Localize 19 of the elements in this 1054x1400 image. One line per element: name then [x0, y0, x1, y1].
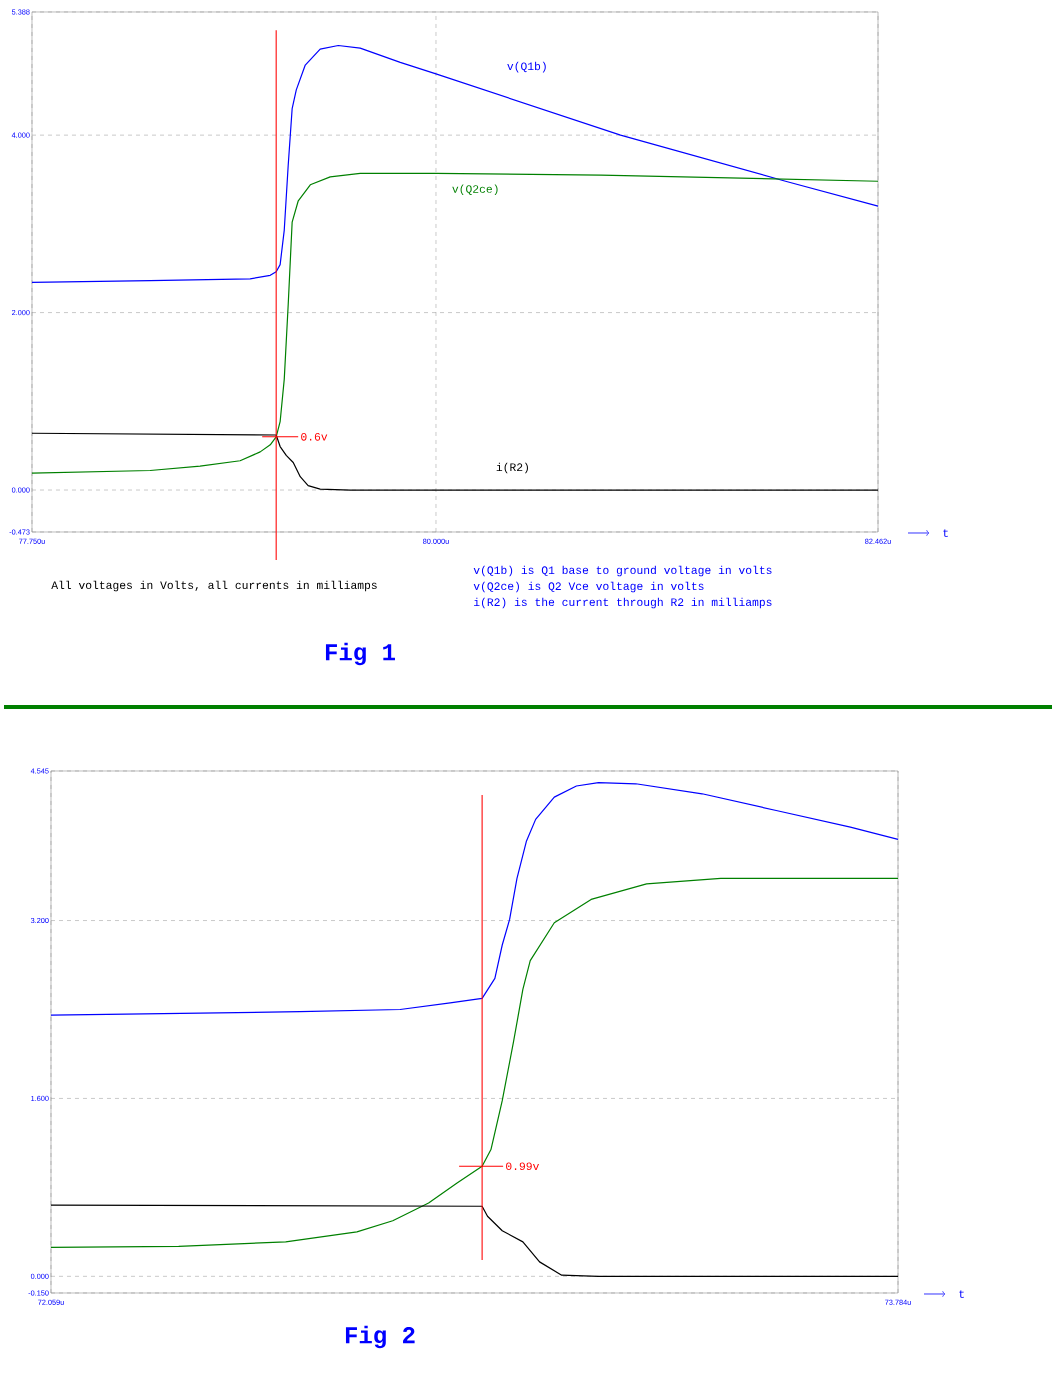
x-axis-title: t [959, 1290, 964, 1298]
text: Fig 2 [345, 1325, 415, 1349]
line-series [31, 44, 879, 284]
x-axis-title: t [943, 529, 948, 537]
text: v(Q1b) [507, 61, 546, 73]
line-series [31, 172, 879, 474]
line-series [50, 1204, 899, 1277]
series-label: v(Q2ce) [452, 184, 498, 196]
text: v(Q2ce) is Q2 Vce voltage in volts [473, 581, 704, 593]
line-series [31, 432, 879, 491]
text: Fig 1 [325, 642, 395, 666]
line-series [50, 782, 899, 1016]
annotation: 0.99v [506, 1162, 539, 1171]
line-series [50, 877, 899, 1249]
text: All voltages in Volts, all currents in milliamps [51, 580, 377, 592]
text: i(R2) is the current through R2 in milliamps [474, 597, 772, 609]
series-label: i(R2) [496, 462, 528, 474]
text: v(Q1b) is Q1 base to ground voltage in volts [473, 565, 772, 577]
annotation: 0.6v [301, 432, 328, 441]
